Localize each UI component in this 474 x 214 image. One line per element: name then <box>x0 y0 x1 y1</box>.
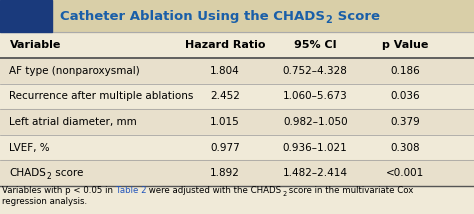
Text: score: score <box>52 168 83 178</box>
Text: Variable: Variable <box>9 40 61 50</box>
Bar <box>0 0 52 32</box>
Text: Recurrence after multiple ablations: Recurrence after multiple ablations <box>9 91 194 101</box>
Text: Score: Score <box>333 9 380 22</box>
Text: p Value: p Value <box>382 40 428 50</box>
Text: score in the multivariate Cox: score in the multivariate Cox <box>286 186 413 195</box>
Text: LVEF, %: LVEF, % <box>9 143 50 153</box>
Text: 2: 2 <box>47 172 52 181</box>
Text: 0.186: 0.186 <box>391 66 420 76</box>
Text: CHADS: CHADS <box>9 168 46 178</box>
Text: 2: 2 <box>282 192 286 198</box>
Text: Catheter Ablation Using the CHADS: Catheter Ablation Using the CHADS <box>60 9 325 22</box>
Text: Variables with p < 0.05 in: Variables with p < 0.05 in <box>2 186 116 195</box>
Bar <box>0 109 474 135</box>
Bar <box>0 160 474 186</box>
Text: 1.060–5.673: 1.060–5.673 <box>283 91 347 101</box>
Text: 95% CI: 95% CI <box>294 40 337 50</box>
Text: 2: 2 <box>325 15 332 25</box>
Text: 2.452: 2.452 <box>210 91 240 101</box>
Bar <box>0 58 474 84</box>
Bar <box>0 84 474 109</box>
Text: <0.001: <0.001 <box>386 168 424 178</box>
Bar <box>52 0 474 32</box>
Text: 0.379: 0.379 <box>391 117 420 127</box>
Text: 0.936–1.021: 0.936–1.021 <box>283 143 347 153</box>
Text: 1.892: 1.892 <box>210 168 240 178</box>
Bar <box>0 58 474 214</box>
Text: 0.982–1.050: 0.982–1.050 <box>283 117 347 127</box>
Text: regression analysis.: regression analysis. <box>2 197 87 206</box>
Text: Left atrial diameter, mm: Left atrial diameter, mm <box>9 117 137 127</box>
Bar <box>0 135 474 160</box>
Text: 0.977: 0.977 <box>210 143 240 153</box>
Text: 1.015: 1.015 <box>210 117 240 127</box>
Text: 0.752–4.328: 0.752–4.328 <box>283 66 347 76</box>
Text: AF type (nonparoxysmal): AF type (nonparoxysmal) <box>9 66 140 76</box>
Text: 0.308: 0.308 <box>391 143 420 153</box>
Text: 1.804: 1.804 <box>210 66 240 76</box>
Text: Table 2: Table 2 <box>116 186 146 195</box>
Text: Hazard Ratio: Hazard Ratio <box>185 40 265 50</box>
Text: were adjusted with the CHADS: were adjusted with the CHADS <box>146 186 282 195</box>
Text: 1.482–2.414: 1.482–2.414 <box>283 168 348 178</box>
Text: 0.036: 0.036 <box>391 91 420 101</box>
